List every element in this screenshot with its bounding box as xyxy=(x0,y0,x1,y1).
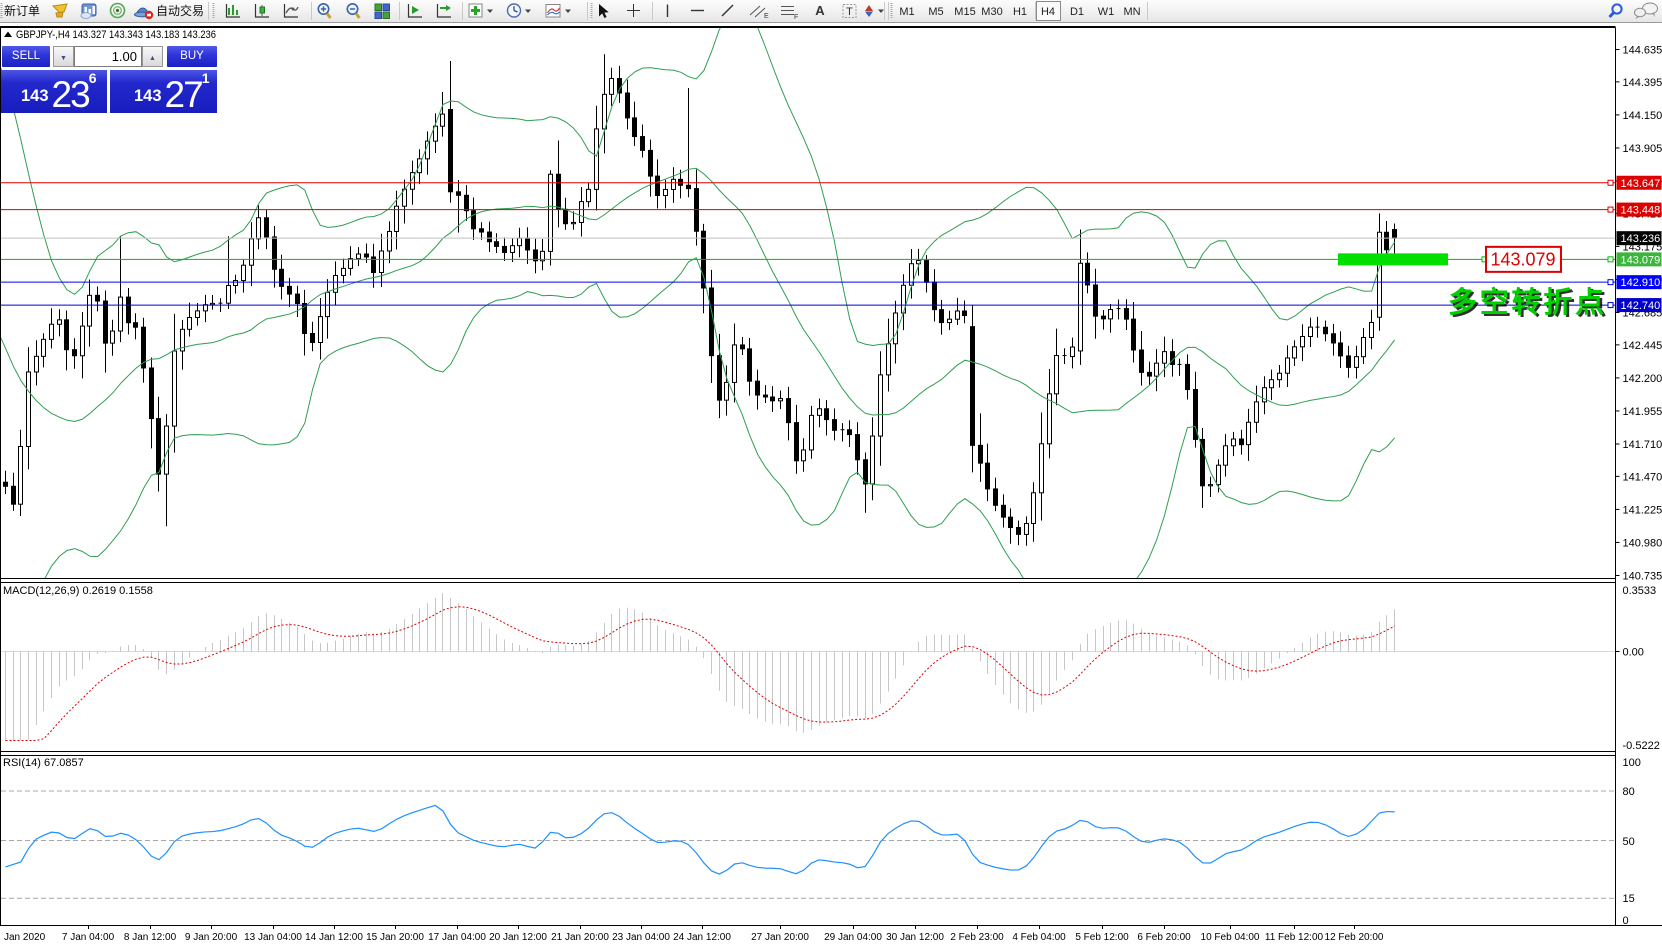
svg-text:D1: D1 xyxy=(1070,6,1084,18)
svg-text:M30: M30 xyxy=(981,6,1002,18)
svg-text:141.955: 141.955 xyxy=(1623,406,1662,418)
svg-text:140.980: 140.980 xyxy=(1623,537,1662,549)
svg-text:H4: H4 xyxy=(1041,6,1055,18)
svg-text:0.00: 0.00 xyxy=(1623,647,1644,659)
svg-text:A: A xyxy=(815,3,825,18)
svg-text:-0.5222: -0.5222 xyxy=(1623,740,1660,752)
svg-text:10 Feb 04:00: 10 Feb 04:00 xyxy=(1201,932,1260,943)
svg-text:142.445: 142.445 xyxy=(1623,340,1662,352)
svg-text:50: 50 xyxy=(1623,836,1635,848)
svg-text:Jan 2020: Jan 2020 xyxy=(4,932,46,943)
svg-text:多空转折点: 多空转折点 xyxy=(1448,285,1604,319)
svg-text:141.225: 141.225 xyxy=(1623,504,1662,516)
svg-text:E: E xyxy=(764,13,769,20)
svg-text:多空转折点: 多空转折点 xyxy=(1451,287,1607,321)
svg-text:14 Jan 12:00: 14 Jan 12:00 xyxy=(305,932,363,943)
svg-text:15 Jan 20:00: 15 Jan 20:00 xyxy=(366,932,424,943)
svg-text:M5: M5 xyxy=(928,6,943,18)
svg-text:15: 15 xyxy=(1623,893,1635,905)
svg-text:H1: H1 xyxy=(1013,6,1027,18)
svg-text:143.448: 143.448 xyxy=(1621,205,1661,217)
svg-text:27 Jan 20:00: 27 Jan 20:00 xyxy=(751,932,809,943)
svg-text:7 Jan 04:00: 7 Jan 04:00 xyxy=(62,932,115,943)
svg-text:80: 80 xyxy=(1623,786,1635,798)
svg-text:144.635: 144.635 xyxy=(1623,45,1662,57)
svg-text:11 Feb 12:00: 11 Feb 12:00 xyxy=(1265,932,1324,943)
svg-text:MN: MN xyxy=(1123,6,1140,18)
svg-text:143.236: 143.236 xyxy=(1621,233,1661,245)
svg-text:0.3533: 0.3533 xyxy=(1623,585,1657,597)
svg-text:143.079: 143.079 xyxy=(1490,249,1555,269)
svg-text:20 Jan 12:00: 20 Jan 12:00 xyxy=(489,932,547,943)
svg-text:143.647: 143.647 xyxy=(1621,178,1661,190)
svg-text:24 Jan 12:00: 24 Jan 12:00 xyxy=(673,932,731,943)
svg-text:MACD(12,26,9) 0.2619 0.1558: MACD(12,26,9) 0.2619 0.1558 xyxy=(3,585,153,597)
svg-text:W1: W1 xyxy=(1098,6,1115,18)
svg-text:F: F xyxy=(794,14,798,21)
svg-text:2 Feb 23:00: 2 Feb 23:00 xyxy=(950,932,1004,943)
svg-text:8 Jan 12:00: 8 Jan 12:00 xyxy=(124,932,177,943)
svg-text:142.740: 142.740 xyxy=(1621,300,1661,312)
svg-text:143.905: 143.905 xyxy=(1623,143,1662,155)
svg-text:142.910: 142.910 xyxy=(1621,277,1661,289)
svg-text:141.470: 141.470 xyxy=(1623,471,1662,483)
svg-text:144.150: 144.150 xyxy=(1623,110,1662,122)
svg-text:4 Feb 04:00: 4 Feb 04:00 xyxy=(1012,932,1066,943)
svg-text:23 Jan 04:00: 23 Jan 04:00 xyxy=(612,932,670,943)
svg-text:13 Jan 04:00: 13 Jan 04:00 xyxy=(244,932,302,943)
svg-text:140.735: 140.735 xyxy=(1623,570,1662,582)
svg-text:29 Jan 04:00: 29 Jan 04:00 xyxy=(824,932,882,943)
svg-text:M15: M15 xyxy=(954,6,975,18)
svg-text:12 Feb 20:00: 12 Feb 20:00 xyxy=(1325,932,1384,943)
svg-text:5 Feb 12:00: 5 Feb 12:00 xyxy=(1075,932,1129,943)
svg-text:新订单: 新订单 xyxy=(4,3,40,18)
svg-text:T: T xyxy=(846,6,853,18)
svg-text:21 Jan 20:00: 21 Jan 20:00 xyxy=(551,932,609,943)
svg-text:142.200: 142.200 xyxy=(1623,373,1662,385)
svg-text:GBPJPY-,H4 143.327 143.343 14: GBPJPY-,H4 143.327 143.343 143.183 143.2… xyxy=(16,29,216,41)
svg-text:0: 0 xyxy=(1623,915,1629,927)
svg-text:自动交易: 自动交易 xyxy=(156,3,204,18)
svg-text:M1: M1 xyxy=(899,6,914,18)
svg-text:6 Feb 20:00: 6 Feb 20:00 xyxy=(1137,932,1191,943)
svg-text:143.079: 143.079 xyxy=(1621,254,1661,266)
svg-text:9 Jan 20:00: 9 Jan 20:00 xyxy=(185,932,238,943)
svg-text:RSI(14) 67.0857: RSI(14) 67.0857 xyxy=(3,757,84,769)
svg-text:141.710: 141.710 xyxy=(1623,439,1662,451)
svg-text:30 Jan 12:00: 30 Jan 12:00 xyxy=(886,932,944,943)
svg-text:144.395: 144.395 xyxy=(1623,77,1662,89)
svg-text:100: 100 xyxy=(1623,757,1641,769)
svg-text:17 Jan 04:00: 17 Jan 04:00 xyxy=(428,932,486,943)
